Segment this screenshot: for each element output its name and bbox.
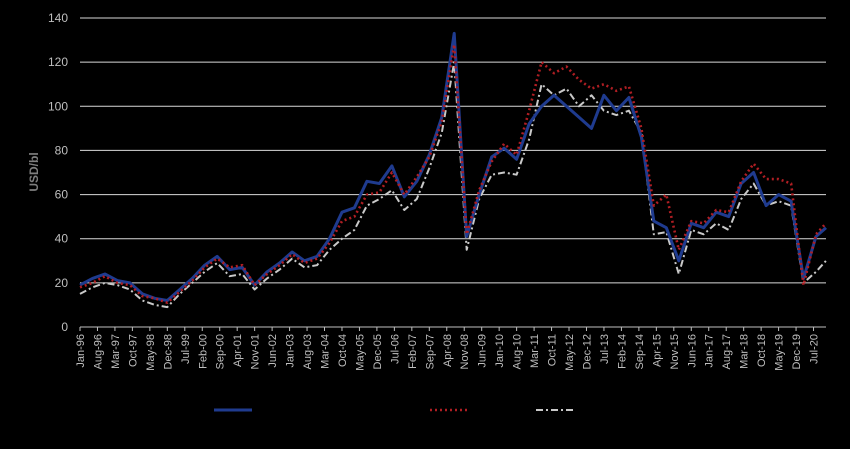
y-tick-label: 140 (48, 11, 68, 25)
x-tick-label: Dec-05 (372, 334, 384, 369)
x-tick-label: Mar-18 (739, 334, 751, 369)
x-tick-label: Oct-18 (756, 334, 768, 367)
x-tick-label: Feb-14 (616, 334, 628, 369)
y-tick-label: 120 (48, 55, 68, 69)
x-tick-label: Mar-04 (320, 334, 332, 369)
x-tick-label: Jul-20 (809, 334, 821, 364)
x-tick-label: Oct-11 (547, 334, 559, 366)
x-tick-label: Jun-02 (267, 334, 279, 368)
x-tick-label: Aug-17 (721, 334, 733, 369)
x-tick-label: May-19 (774, 334, 786, 371)
y-axis-label: USD/bl (27, 152, 41, 191)
x-tick-label: Dec-19 (791, 334, 803, 369)
x-axis-ticks: Jan-96 Aug-96 Mar-97 Oct-97 May-98 Dec-98 Jul-… (75, 327, 821, 371)
x-tick-label: Sep-00 (215, 334, 227, 369)
x-tick-label: Nov-01 (250, 334, 262, 369)
x-tick-label: Jan-17 (704, 334, 716, 368)
x-tick-label: Jan-96 (75, 334, 87, 368)
x-tick-label: Feb-07 (407, 334, 419, 369)
x-tick-label: Jan-03 (285, 334, 297, 368)
x-tick-label: Apr-08 (442, 334, 454, 367)
x-tick-label: Mar-97 (110, 334, 122, 369)
x-tick-label: Apr-01 (232, 334, 244, 367)
x-tick-label: May-05 (354, 334, 366, 371)
y-tick-label: 20 (55, 276, 69, 290)
x-tick-label: Jul-13 (599, 334, 611, 364)
x-tick-label: Sep-14 (634, 334, 646, 369)
y-tick-label: 0 (61, 320, 68, 334)
x-tick-label: Jul-06 (389, 334, 401, 364)
y-tick-label: 60 (55, 188, 69, 202)
y-axis-ticks: 0 20 40 60 80 100 120 140 (48, 11, 68, 334)
y-tick-label: 80 (55, 143, 69, 157)
x-tick-label: Dec-98 (162, 334, 174, 369)
x-tick-label: Jul-99 (180, 334, 192, 364)
x-tick-label: Feb-00 (197, 334, 209, 369)
x-tick-label: Dec-12 (581, 334, 593, 369)
series-lines (79, 31, 827, 309)
x-tick-label: Jun-16 (686, 334, 698, 368)
x-tick-label: Nov-15 (669, 334, 681, 369)
gridlines (80, 17, 826, 328)
x-tick-label: Aug-10 (512, 334, 524, 369)
x-tick-label: Nov-08 (459, 334, 471, 369)
y-tick-label: 100 (48, 99, 68, 113)
x-tick-label: Oct-97 (127, 334, 139, 367)
x-tick-label: Aug-96 (92, 334, 104, 369)
x-tick-label: Apr-15 (651, 334, 663, 367)
x-tick-label: Jan-10 (494, 334, 506, 368)
x-tick-label: May-98 (145, 334, 157, 371)
x-tick-label: Jun-09 (477, 334, 489, 368)
x-tick-label: Oct-04 (337, 334, 349, 367)
x-tick-label: Mar-11 (529, 334, 541, 368)
x-tick-label: Sep-07 (424, 334, 436, 369)
x-tick-label: May-12 (564, 334, 576, 371)
series-line-1 (79, 31, 827, 302)
y-tick-label: 40 (55, 232, 69, 246)
x-tick-label: Aug-03 (302, 334, 314, 369)
